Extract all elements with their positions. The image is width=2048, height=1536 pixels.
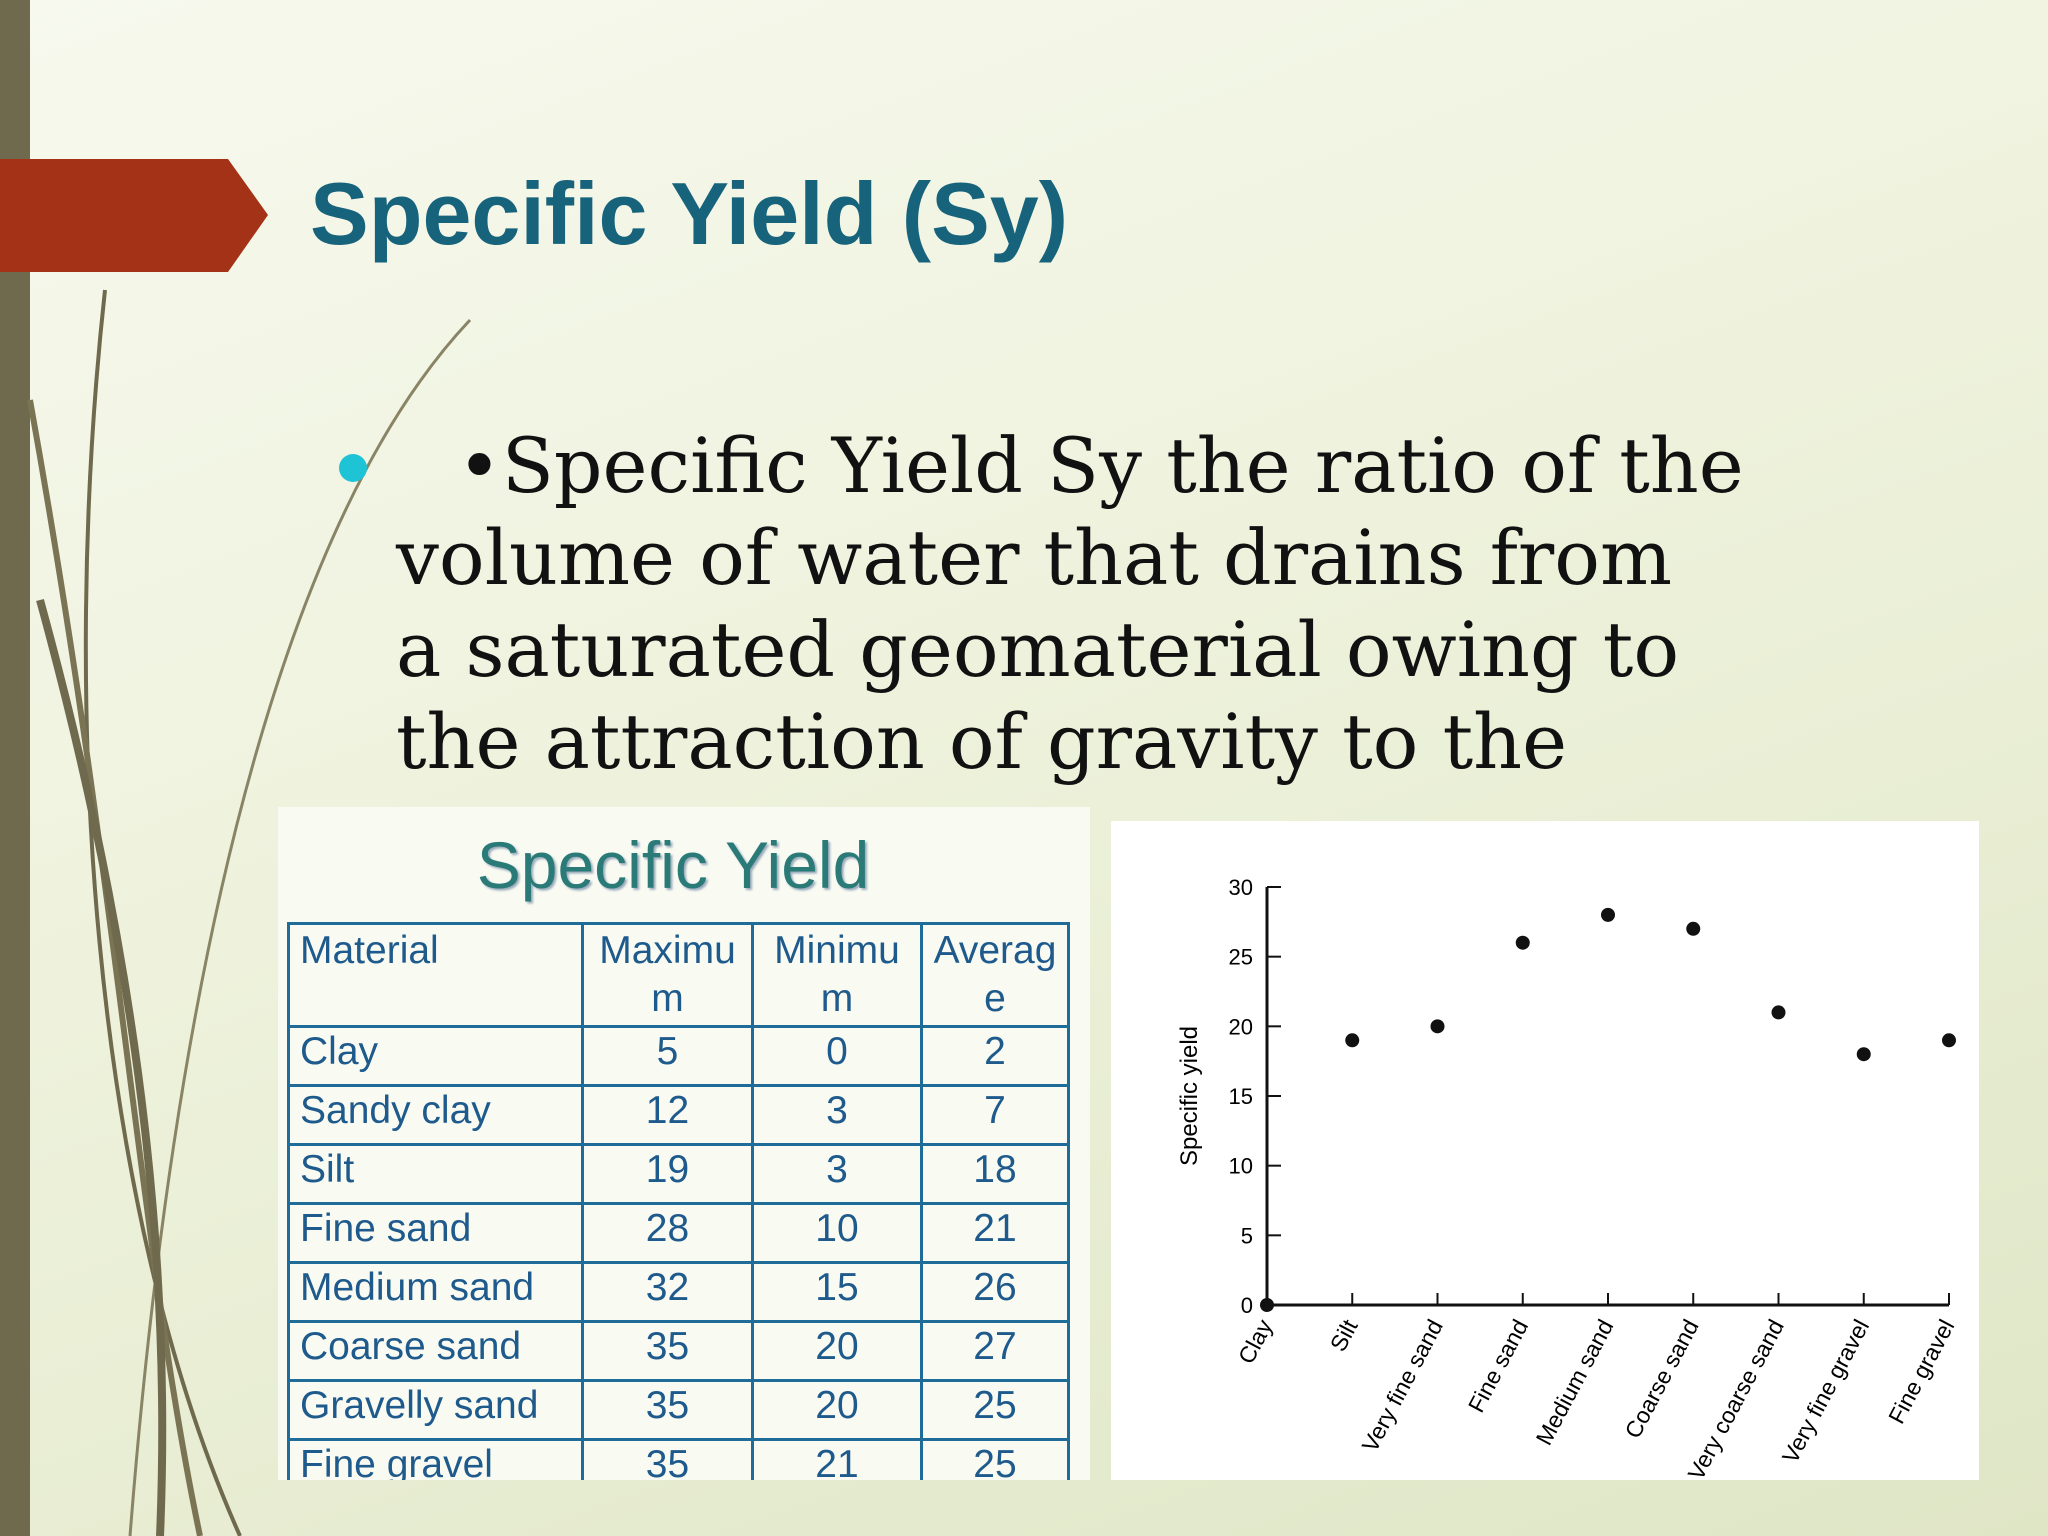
point xyxy=(1686,921,1701,936)
x-tick-label: Very fine gravel xyxy=(1777,1315,1874,1467)
table-cell: 20 xyxy=(751,1320,923,1382)
y-tick-label: 20 xyxy=(1229,1014,1253,1039)
table-cell: 19 xyxy=(581,1143,754,1205)
table-cell: 25 xyxy=(920,1379,1070,1441)
title-arrow xyxy=(0,159,268,272)
x-tick-label: Very coarse sand xyxy=(1683,1315,1789,1480)
table-cell: Medium sand xyxy=(287,1261,584,1323)
table-cell: 12 xyxy=(581,1084,754,1146)
table-row: Gravelly sand 35 20 25 xyxy=(287,1379,1070,1441)
table-row: Sandy clay 12 3 7 xyxy=(287,1084,1070,1146)
y-tick-label: 30 xyxy=(1229,875,1253,900)
x-tick-label: Fine sand xyxy=(1463,1315,1533,1416)
table-cell: 2 xyxy=(920,1025,1070,1087)
header-cell: Minimum xyxy=(751,922,923,1028)
slide-title: Specific Yield (Sy) xyxy=(310,164,1069,263)
header-row: Material Maximum Minimum Average xyxy=(287,922,1070,1028)
table-row: Coarse sand 35 20 27 xyxy=(287,1320,1070,1382)
body-line: the attraction of gravity to the xyxy=(396,697,1568,786)
x-tick-label: Clay xyxy=(1233,1315,1278,1368)
table-row: Fine sand 28 10 21 xyxy=(287,1202,1070,1264)
x-tick-label: Very fine sand xyxy=(1357,1315,1448,1456)
curve xyxy=(36,598,167,1536)
y-tick-label: 15 xyxy=(1229,1084,1253,1109)
y-tick-label: 25 xyxy=(1229,945,1253,970)
table-row: Clay 5 0 2 xyxy=(287,1025,1070,1087)
table-cell: 3 xyxy=(751,1084,923,1146)
point xyxy=(1942,1033,1956,1048)
table-cell: Silt xyxy=(287,1143,584,1205)
point xyxy=(1430,1019,1445,1034)
body-line: a saturated geomaterial owing to xyxy=(396,605,1680,694)
point xyxy=(1260,1298,1274,1312)
table-row: Medium sand 32 15 26 xyxy=(287,1261,1070,1323)
table-cell: 3 xyxy=(751,1143,923,1205)
y-tick-label: 5 xyxy=(1241,1223,1253,1248)
header-cell: Maximum xyxy=(581,922,754,1028)
table-cell: 7 xyxy=(920,1084,1070,1146)
table-cell: 18 xyxy=(920,1143,1070,1205)
curve xyxy=(83,289,242,1536)
y-tick-label: 0 xyxy=(1241,1293,1253,1318)
table-cell: Fine sand xyxy=(287,1202,584,1264)
table-cell: 35 xyxy=(581,1320,754,1382)
x-tick-label: Fine gravel xyxy=(1883,1315,1959,1428)
table-cell: 10 xyxy=(751,1202,923,1264)
table-cell: 32 xyxy=(581,1261,754,1323)
table-cell: 26 xyxy=(920,1261,1070,1323)
body-text: •Specific Yield Sy the ratio of the volum… xyxy=(396,420,1744,788)
point xyxy=(1771,1005,1786,1020)
table-cell: 21 xyxy=(920,1202,1070,1264)
table-cell: Gravelly sand xyxy=(287,1379,584,1441)
x-tick-label: Silt xyxy=(1325,1315,1363,1356)
table-cell: 35 xyxy=(581,1379,754,1441)
point xyxy=(1515,935,1530,950)
table-cell: Sandy clay xyxy=(287,1084,584,1146)
y-tick-label: 10 xyxy=(1229,1154,1253,1179)
header-cell: Material xyxy=(287,922,584,1028)
header-cell: Average xyxy=(920,922,1070,1028)
table-cell: 25 xyxy=(920,1438,1070,1480)
y-axis-label: Specific yield xyxy=(1176,1026,1203,1166)
body-line: •Specific Yield Sy the ratio of the xyxy=(457,421,1744,510)
table-cell: Clay xyxy=(287,1025,584,1087)
table-cell: 0 xyxy=(751,1025,923,1087)
table-row: Silt 19 3 18 xyxy=(287,1143,1070,1205)
table-row: Fine gravel 35 21 25 xyxy=(287,1438,1070,1480)
point xyxy=(1856,1047,1871,1062)
x-tick-label: Medium sand xyxy=(1531,1315,1619,1449)
table-cell: 5 xyxy=(581,1025,754,1087)
curve xyxy=(27,399,203,1536)
point xyxy=(1345,1033,1360,1048)
body-line: volume of water that drains from xyxy=(396,513,1673,602)
table-cell: 20 xyxy=(751,1379,923,1441)
table-cell: Coarse sand xyxy=(287,1320,584,1382)
table-cell: 27 xyxy=(920,1320,1070,1382)
point xyxy=(1601,907,1615,922)
x-tick-label: Coarse sand xyxy=(1619,1315,1703,1442)
table-cell: 35 xyxy=(581,1438,754,1480)
table: Material Maximum Minimum Average Clay 5 0 2 Sand… xyxy=(287,922,1070,1480)
table-cell: 28 xyxy=(581,1202,754,1264)
bullet xyxy=(339,454,367,482)
table-cell: 15 xyxy=(751,1261,923,1323)
table-title: Specific Yield xyxy=(476,828,870,902)
table-cell: Fine gravel xyxy=(287,1438,584,1480)
table-cell: 21 xyxy=(751,1438,923,1480)
table-image: Specific Yield Material Maximum Minimum Ave… xyxy=(278,807,1090,1480)
